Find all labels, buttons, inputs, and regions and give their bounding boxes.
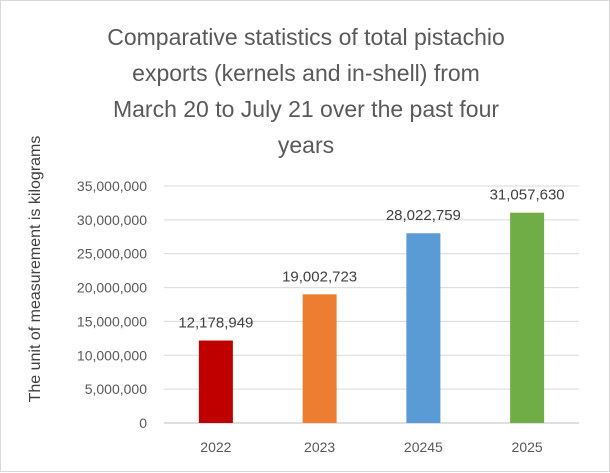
bar [406,233,441,423]
x-tick-label: 2022 [200,439,231,455]
chart-title-line-2: exports (kernels and in-shell) from [132,60,480,86]
y-tick-label: 30,000,000 [77,212,147,228]
x-tick-label: 20245 [404,439,443,455]
x-tick-label: 2023 [304,439,335,455]
bar [510,212,545,423]
y-tick-label: 10,000,000 [77,347,147,363]
data-label: 19,002,723 [282,268,357,285]
y-tick-label: 5,000,000 [85,381,147,397]
data-label: 12,178,949 [178,315,253,332]
bar [302,294,337,423]
bar [198,340,233,423]
y-tick-label: 0 [139,415,147,431]
chart-title-line-4: years [277,132,335,158]
chart-title-line-3: March 20 to July 21 over the past four [112,96,500,122]
y-tick-label: 15,000,000 [77,313,147,329]
y-tick-label: 35,000,000 [77,178,147,194]
chart-title-line-1: Comparative statistics of total pistachi… [107,24,505,50]
data-label: 28,022,759 [386,207,461,224]
y-tick-label: 25,000,000 [77,246,147,262]
y-tick-label: 20,000,000 [77,280,147,296]
chart-title: Comparative statistics of total pistachi… [61,19,551,163]
data-label: 31,057,630 [490,187,565,204]
x-tick-label: 2025 [512,439,543,455]
